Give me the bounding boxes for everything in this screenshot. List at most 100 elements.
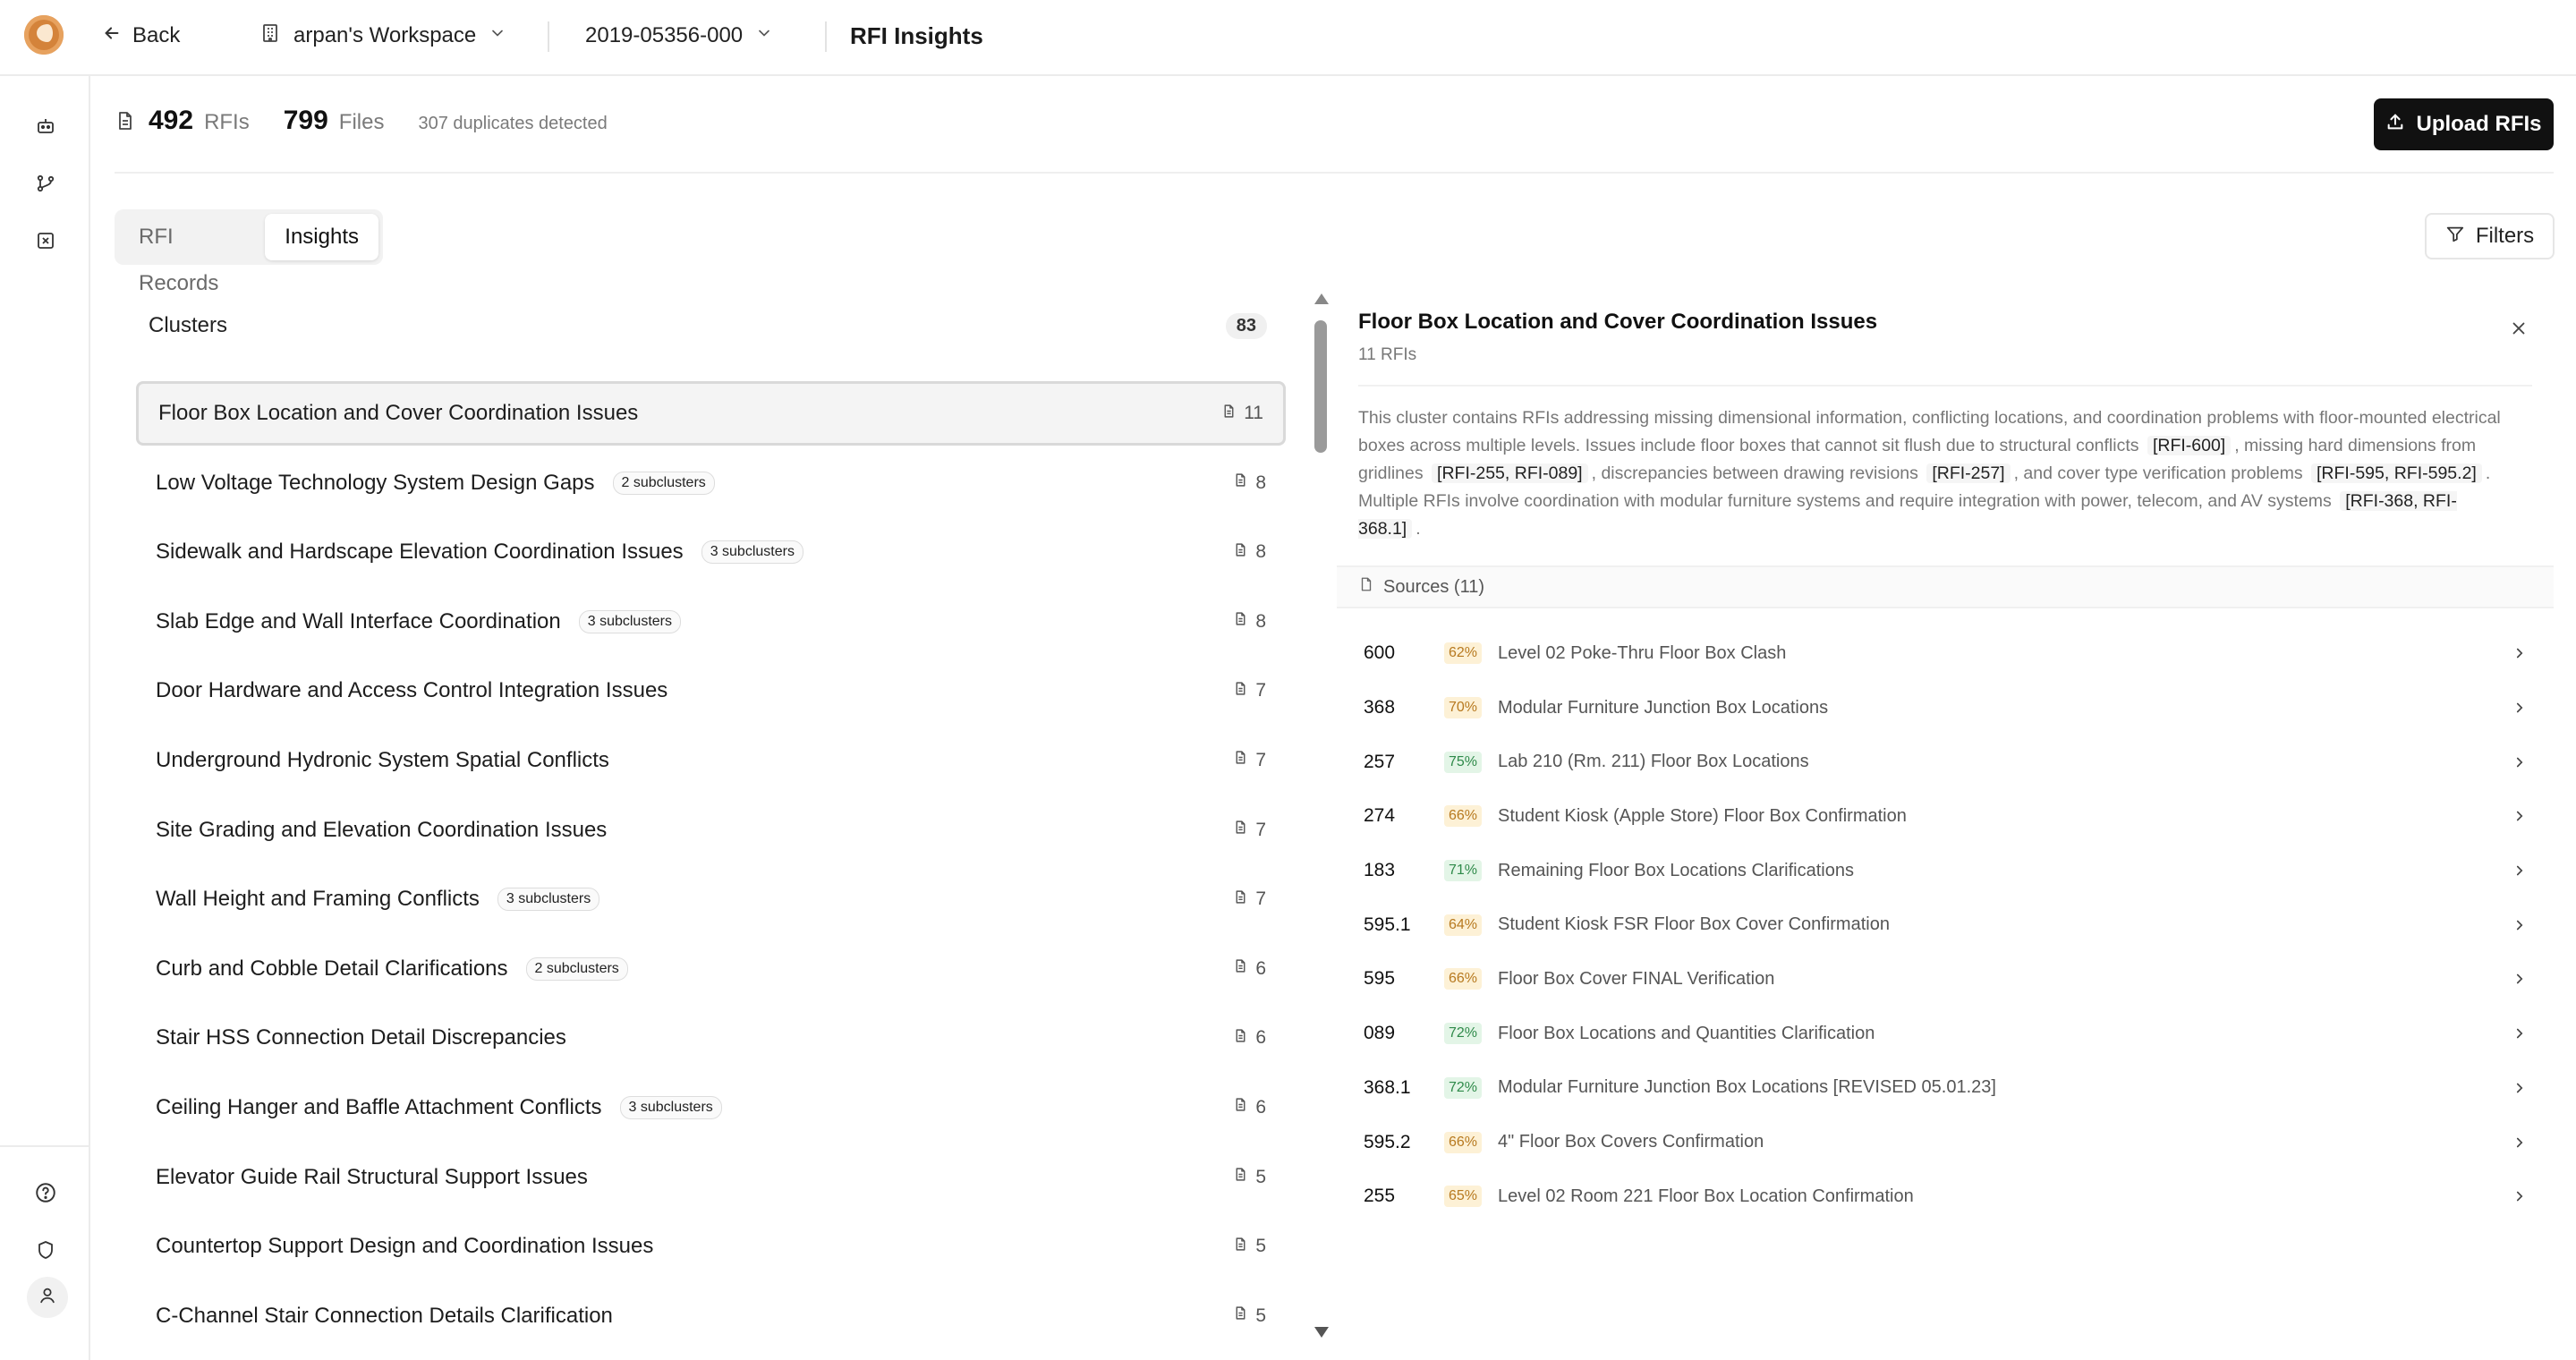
rfi-count-badge: 7 bbox=[1233, 819, 1266, 841]
project-selector[interactable]: 2019-05356-000 bbox=[585, 20, 773, 52]
cluster-rfi-count: 6 bbox=[1255, 1096, 1266, 1118]
cluster-row[interactable]: Curb and Cobble Detail Clarifications 2 s… bbox=[136, 937, 1286, 1001]
cluster-row[interactable]: Floor Box Location and Cover Coordinatio… bbox=[136, 381, 1286, 446]
source-title: Level 02 Room 221 Floor Box Location Con… bbox=[1498, 1186, 1914, 1206]
git-branch-icon[interactable] bbox=[32, 170, 59, 197]
document-icon bbox=[1233, 957, 1248, 980]
source-row[interactable]: 595 66% Floor Box Cover FINAL Verification bbox=[1337, 952, 2554, 1007]
source-rfi-id: 255 bbox=[1364, 1186, 1396, 1207]
description-text: . Multiple RFIs involve coordination wit… bbox=[1358, 463, 2491, 511]
chevron-right-icon bbox=[2509, 1023, 2530, 1044]
rfi-reference[interactable]: [RFI-257] bbox=[1926, 463, 2011, 483]
duplicates-note: 307 duplicates detected bbox=[418, 114, 608, 133]
back-button[interactable]: Back bbox=[102, 20, 180, 52]
document-icon bbox=[1233, 1236, 1248, 1258]
document-icon bbox=[1233, 1166, 1248, 1188]
cluster-row[interactable]: Underground Hydronic System Spatial Conf… bbox=[136, 728, 1286, 793]
rfi-label: RFIs bbox=[204, 110, 250, 134]
scroll-thumb[interactable] bbox=[1314, 320, 1327, 453]
help-icon[interactable] bbox=[32, 1179, 59, 1206]
cluster-row[interactable]: C-Channel Stair Connection Details Clari… bbox=[136, 1284, 1286, 1348]
cluster-row[interactable]: Door Hardware and Access Control Integra… bbox=[136, 659, 1286, 723]
source-row[interactable]: 595.2 66% 4" Floor Box Covers Confirmation bbox=[1337, 1115, 2554, 1169]
upload-rfis-button[interactable]: Upload RFIs bbox=[2374, 98, 2554, 150]
rfi-count-badge: 6 bbox=[1233, 1027, 1266, 1050]
subcluster-badge: 3 subclusters bbox=[619, 1095, 722, 1119]
shield-icon[interactable] bbox=[32, 1237, 59, 1263]
chevron-right-icon bbox=[2509, 697, 2530, 718]
user-avatar[interactable] bbox=[27, 1277, 68, 1318]
source-rfi-id: 595 bbox=[1364, 968, 1396, 990]
scroll-down-arrow[interactable] bbox=[1314, 1327, 1329, 1338]
source-row[interactable]: 595.1 64% Student Kiosk FSR Floor Box Cove… bbox=[1337, 897, 2554, 952]
sources-label: Sources (11) bbox=[1383, 576, 1485, 597]
sources-header: Sources (11) bbox=[1337, 565, 2554, 608]
source-row[interactable]: 183 71% Remaining Floor Box Locations Clar… bbox=[1337, 844, 2554, 898]
source-row[interactable]: 089 72% Floor Box Locations and Quantities… bbox=[1337, 1007, 2554, 1061]
rfi-count-badge: 5 bbox=[1233, 1305, 1266, 1327]
chevron-right-icon bbox=[2509, 1077, 2530, 1099]
document-icon bbox=[1233, 541, 1248, 564]
tab-insights[interactable]: Insights bbox=[265, 214, 378, 260]
tab-rfi-records[interactable]: RFI Records bbox=[139, 225, 219, 295]
user-icon bbox=[38, 1286, 57, 1310]
rfi-reference[interactable]: [RFI-255, RFI-089] bbox=[1432, 463, 1588, 483]
cluster-row[interactable]: Ceiling Hanger and Baffle Attachment Con… bbox=[136, 1075, 1286, 1140]
cluster-rfi-count: 7 bbox=[1255, 819, 1266, 840]
description-text: , and cover type verification problems bbox=[2013, 463, 2303, 483]
source-row[interactable]: 368 70% Modular Furniture Junction Box Loc… bbox=[1337, 681, 2554, 735]
document-icon bbox=[1233, 1096, 1248, 1118]
cluster-name: Curb and Cobble Detail Clarifications bbox=[156, 956, 508, 981]
cluster-row[interactable]: Wall Height and Framing Conflicts 3 subcl… bbox=[136, 867, 1286, 931]
stats-bar: 492 RFIs 799 Files 307 duplicates detect… bbox=[115, 106, 608, 141]
cluster-row[interactable]: Slab Edge and Wall Interface Coordinatio… bbox=[136, 590, 1286, 654]
rfi-count-badge: 6 bbox=[1233, 1096, 1266, 1118]
source-row[interactable]: 274 66% Student Kiosk (Apple Store) Floor … bbox=[1337, 789, 2554, 844]
match-percent-badge: 70% bbox=[1444, 697, 1483, 719]
document-icon bbox=[1358, 575, 1374, 599]
cluster-row[interactable]: Elevator Guide Rail Structural Support I… bbox=[136, 1145, 1286, 1210]
cluster-row[interactable]: Sidewalk and Hardscape Elevation Coordin… bbox=[136, 520, 1286, 584]
clusters-count: 83 bbox=[1225, 312, 1267, 339]
source-title: Floor Box Locations and Quantities Clari… bbox=[1498, 1023, 1875, 1043]
scroll-up-arrow[interactable] bbox=[1314, 293, 1329, 304]
source-row[interactable]: 368.1 72% Modular Furniture Junction Box L… bbox=[1337, 1061, 2554, 1116]
rfi-count-badge: 7 bbox=[1233, 888, 1266, 911]
detail-divider bbox=[1358, 385, 2532, 387]
cluster-description: This cluster contains RFIs addressing mi… bbox=[1358, 404, 2512, 543]
chevron-down-icon bbox=[489, 23, 506, 48]
filters-button[interactable]: Filters bbox=[2425, 213, 2555, 259]
source-rfi-id: 595.2 bbox=[1364, 1131, 1411, 1152]
cluster-name: Slab Edge and Wall Interface Coordinatio… bbox=[156, 608, 561, 633]
description-text: , discrepancies between drawing revision… bbox=[1591, 463, 1918, 483]
rfi-reference[interactable]: [RFI-600] bbox=[2147, 436, 2232, 455]
workspace-selector[interactable]: arpan's Workspace bbox=[259, 20, 506, 52]
robot-icon[interactable] bbox=[32, 113, 59, 140]
rfi-reference[interactable]: [RFI-595, RFI-595.2] bbox=[2311, 463, 2482, 483]
rfi-count-badge: 11 bbox=[1221, 403, 1263, 425]
cluster-row[interactable]: Stair HSS Connection Detail Discrepancie… bbox=[136, 1006, 1286, 1070]
rfi-count-badge: 6 bbox=[1233, 957, 1266, 980]
close-icon[interactable] bbox=[2505, 315, 2532, 342]
source-row[interactable]: 600 62% Level 02 Poke-Thru Floor Box Clash bbox=[1337, 626, 2554, 681]
source-rfi-id: 600 bbox=[1364, 642, 1396, 664]
cluster-row[interactable]: Low Voltage Technology System Design Gap… bbox=[136, 451, 1286, 515]
cluster-row[interactable]: Site Grading and Elevation Coordination … bbox=[136, 798, 1286, 863]
spreadsheet-icon[interactable] bbox=[32, 227, 59, 254]
match-percent-badge: 72% bbox=[1444, 1076, 1483, 1099]
source-rfi-id: 089 bbox=[1364, 1023, 1396, 1044]
document-icon bbox=[1233, 472, 1248, 494]
cluster-scrollbar[interactable] bbox=[1313, 293, 1329, 1338]
app-logo[interactable] bbox=[24, 15, 64, 55]
subcluster-badge: 3 subclusters bbox=[497, 888, 600, 912]
source-title: Level 02 Poke-Thru Floor Box Clash bbox=[1498, 642, 1787, 663]
document-icon bbox=[1233, 1305, 1248, 1327]
source-rfi-id: 183 bbox=[1364, 860, 1396, 881]
chevron-right-icon bbox=[2509, 914, 2530, 936]
source-row[interactable]: 255 65% Level 02 Room 221 Floor Box Locati… bbox=[1337, 1169, 2554, 1224]
clusters-title: Clusters bbox=[149, 313, 228, 337]
cluster-row[interactable]: Countertop Support Design and Coordinati… bbox=[136, 1214, 1286, 1279]
document-icon bbox=[1233, 749, 1248, 771]
document-icon bbox=[1233, 1027, 1248, 1050]
source-row[interactable]: 257 75% Lab 210 (Rm. 211) Floor Box Locati… bbox=[1337, 735, 2554, 789]
